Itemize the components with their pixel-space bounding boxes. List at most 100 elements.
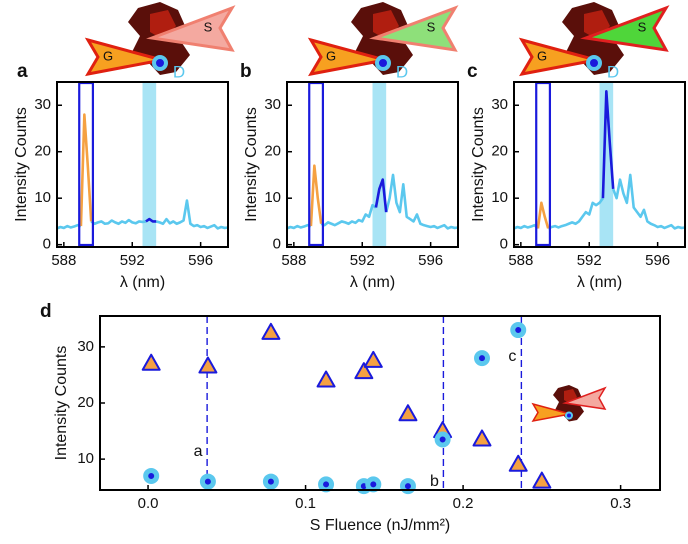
inset-label: D bbox=[607, 62, 619, 81]
x-tick-label: 596 bbox=[188, 252, 213, 269]
gate-beam bbox=[518, 37, 597, 77]
x-tick-label: 588 bbox=[281, 252, 306, 269]
inset-label: S bbox=[427, 19, 436, 34]
spectrum-line bbox=[513, 173, 686, 230]
inset-label: G bbox=[537, 48, 547, 63]
inset: G S D bbox=[518, 2, 670, 81]
y-tick-label: 20 bbox=[491, 143, 508, 160]
circle-point bbox=[473, 350, 490, 367]
circle-point bbox=[365, 476, 382, 493]
x-tick-label: 596 bbox=[645, 252, 670, 269]
inset: G S D bbox=[84, 2, 236, 81]
reference-label: b bbox=[430, 473, 439, 490]
y-tick-label: 10 bbox=[34, 189, 51, 206]
panel-label: c bbox=[467, 61, 478, 82]
circle-point bbox=[318, 476, 335, 493]
x-axis-label: λ (nm) bbox=[577, 274, 622, 291]
detector bbox=[375, 55, 391, 71]
gate-beam bbox=[307, 37, 386, 77]
y-tick-label: 10 bbox=[77, 450, 94, 467]
triangle-point bbox=[532, 471, 552, 489]
x-tick-label: 592 bbox=[120, 252, 145, 269]
y-tick-label: 20 bbox=[264, 143, 281, 160]
y-tick-label: 30 bbox=[264, 96, 281, 113]
detector bbox=[152, 55, 168, 71]
gate-beam bbox=[531, 402, 571, 423]
inset-label: D bbox=[396, 62, 408, 81]
spectrum-line bbox=[536, 201, 550, 229]
spectrum-line bbox=[309, 164, 323, 227]
y-axis-label: Intensity Counts bbox=[243, 107, 260, 222]
inset-label: G bbox=[103, 48, 113, 63]
highlight-band bbox=[142, 82, 157, 247]
y-tick-label: 10 bbox=[264, 189, 281, 206]
spectrum-line bbox=[56, 199, 229, 230]
spectrum-line bbox=[79, 113, 93, 227]
y-tick-label: 20 bbox=[77, 394, 94, 411]
stark-beam bbox=[369, 5, 459, 52]
y-axis-label: Intensity Counts bbox=[53, 346, 70, 461]
x-tick-label: 0.0 bbox=[138, 495, 159, 512]
x-tick-label: 588 bbox=[508, 252, 533, 269]
y-tick-label: 0 bbox=[273, 236, 281, 253]
inset: G S D bbox=[307, 2, 459, 81]
triangle-point bbox=[508, 454, 528, 472]
triangle-point bbox=[354, 362, 374, 380]
panel-label: d bbox=[40, 301, 52, 322]
x-tick-label: 592 bbox=[350, 252, 375, 269]
panel-label: b bbox=[240, 61, 252, 82]
y-axis-label: Intensity Counts bbox=[13, 107, 30, 222]
panel-label: a bbox=[17, 61, 28, 82]
triangle-point bbox=[261, 322, 281, 340]
y-tick-label: 10 bbox=[491, 189, 508, 206]
x-tick-label: 588 bbox=[51, 252, 76, 269]
x-axis-label: λ (nm) bbox=[120, 274, 165, 291]
circle-point bbox=[262, 473, 279, 490]
reference-label: a bbox=[194, 443, 203, 460]
inset-label: D bbox=[173, 62, 185, 81]
stark-beam bbox=[562, 386, 607, 410]
detector bbox=[565, 411, 573, 420]
inset-label: S bbox=[204, 19, 213, 34]
inset bbox=[531, 385, 607, 423]
plot-frame bbox=[99, 315, 661, 491]
x-tick-label: 0.3 bbox=[610, 495, 631, 512]
x-tick-label: 592 bbox=[577, 252, 602, 269]
circle-point bbox=[399, 478, 416, 495]
y-axis-label: Intensity Counts bbox=[470, 107, 487, 222]
triangle-point bbox=[316, 370, 336, 388]
y-tick-label: 30 bbox=[491, 96, 508, 113]
triangle-point bbox=[363, 350, 383, 368]
y-tick-label: 30 bbox=[77, 338, 94, 355]
stark-beam bbox=[146, 5, 236, 52]
x-axis-label: λ (nm) bbox=[350, 274, 395, 291]
plot-frame bbox=[286, 81, 459, 248]
inset-label: G bbox=[326, 48, 336, 63]
y-tick-label: 0 bbox=[500, 236, 508, 253]
y-tick-label: 30 bbox=[34, 96, 51, 113]
plot-frame bbox=[56, 81, 229, 248]
spectrum-line bbox=[286, 173, 459, 230]
x-tick-label: 0.1 bbox=[295, 495, 316, 512]
triangle-point bbox=[472, 429, 492, 447]
triangle-point bbox=[398, 404, 418, 422]
circle-point bbox=[434, 431, 451, 448]
y-tick-label: 0 bbox=[43, 236, 51, 253]
inset-label: S bbox=[638, 19, 647, 34]
gate-beam bbox=[84, 37, 163, 77]
spectrum-line bbox=[145, 217, 157, 223]
y-tick-label: 20 bbox=[34, 143, 51, 160]
spectrum-line bbox=[601, 90, 615, 199]
highlight-band bbox=[372, 82, 387, 247]
reference-label: c bbox=[508, 348, 516, 365]
circle-point bbox=[510, 322, 527, 339]
triangle-point bbox=[141, 353, 161, 371]
detector bbox=[586, 55, 602, 71]
plot-frame bbox=[513, 81, 686, 248]
circle-point bbox=[143, 467, 160, 484]
spectrum-line bbox=[374, 178, 388, 213]
triangle-point bbox=[198, 356, 218, 374]
circle-point bbox=[199, 473, 216, 490]
x-tick-label: 596 bbox=[418, 252, 443, 269]
